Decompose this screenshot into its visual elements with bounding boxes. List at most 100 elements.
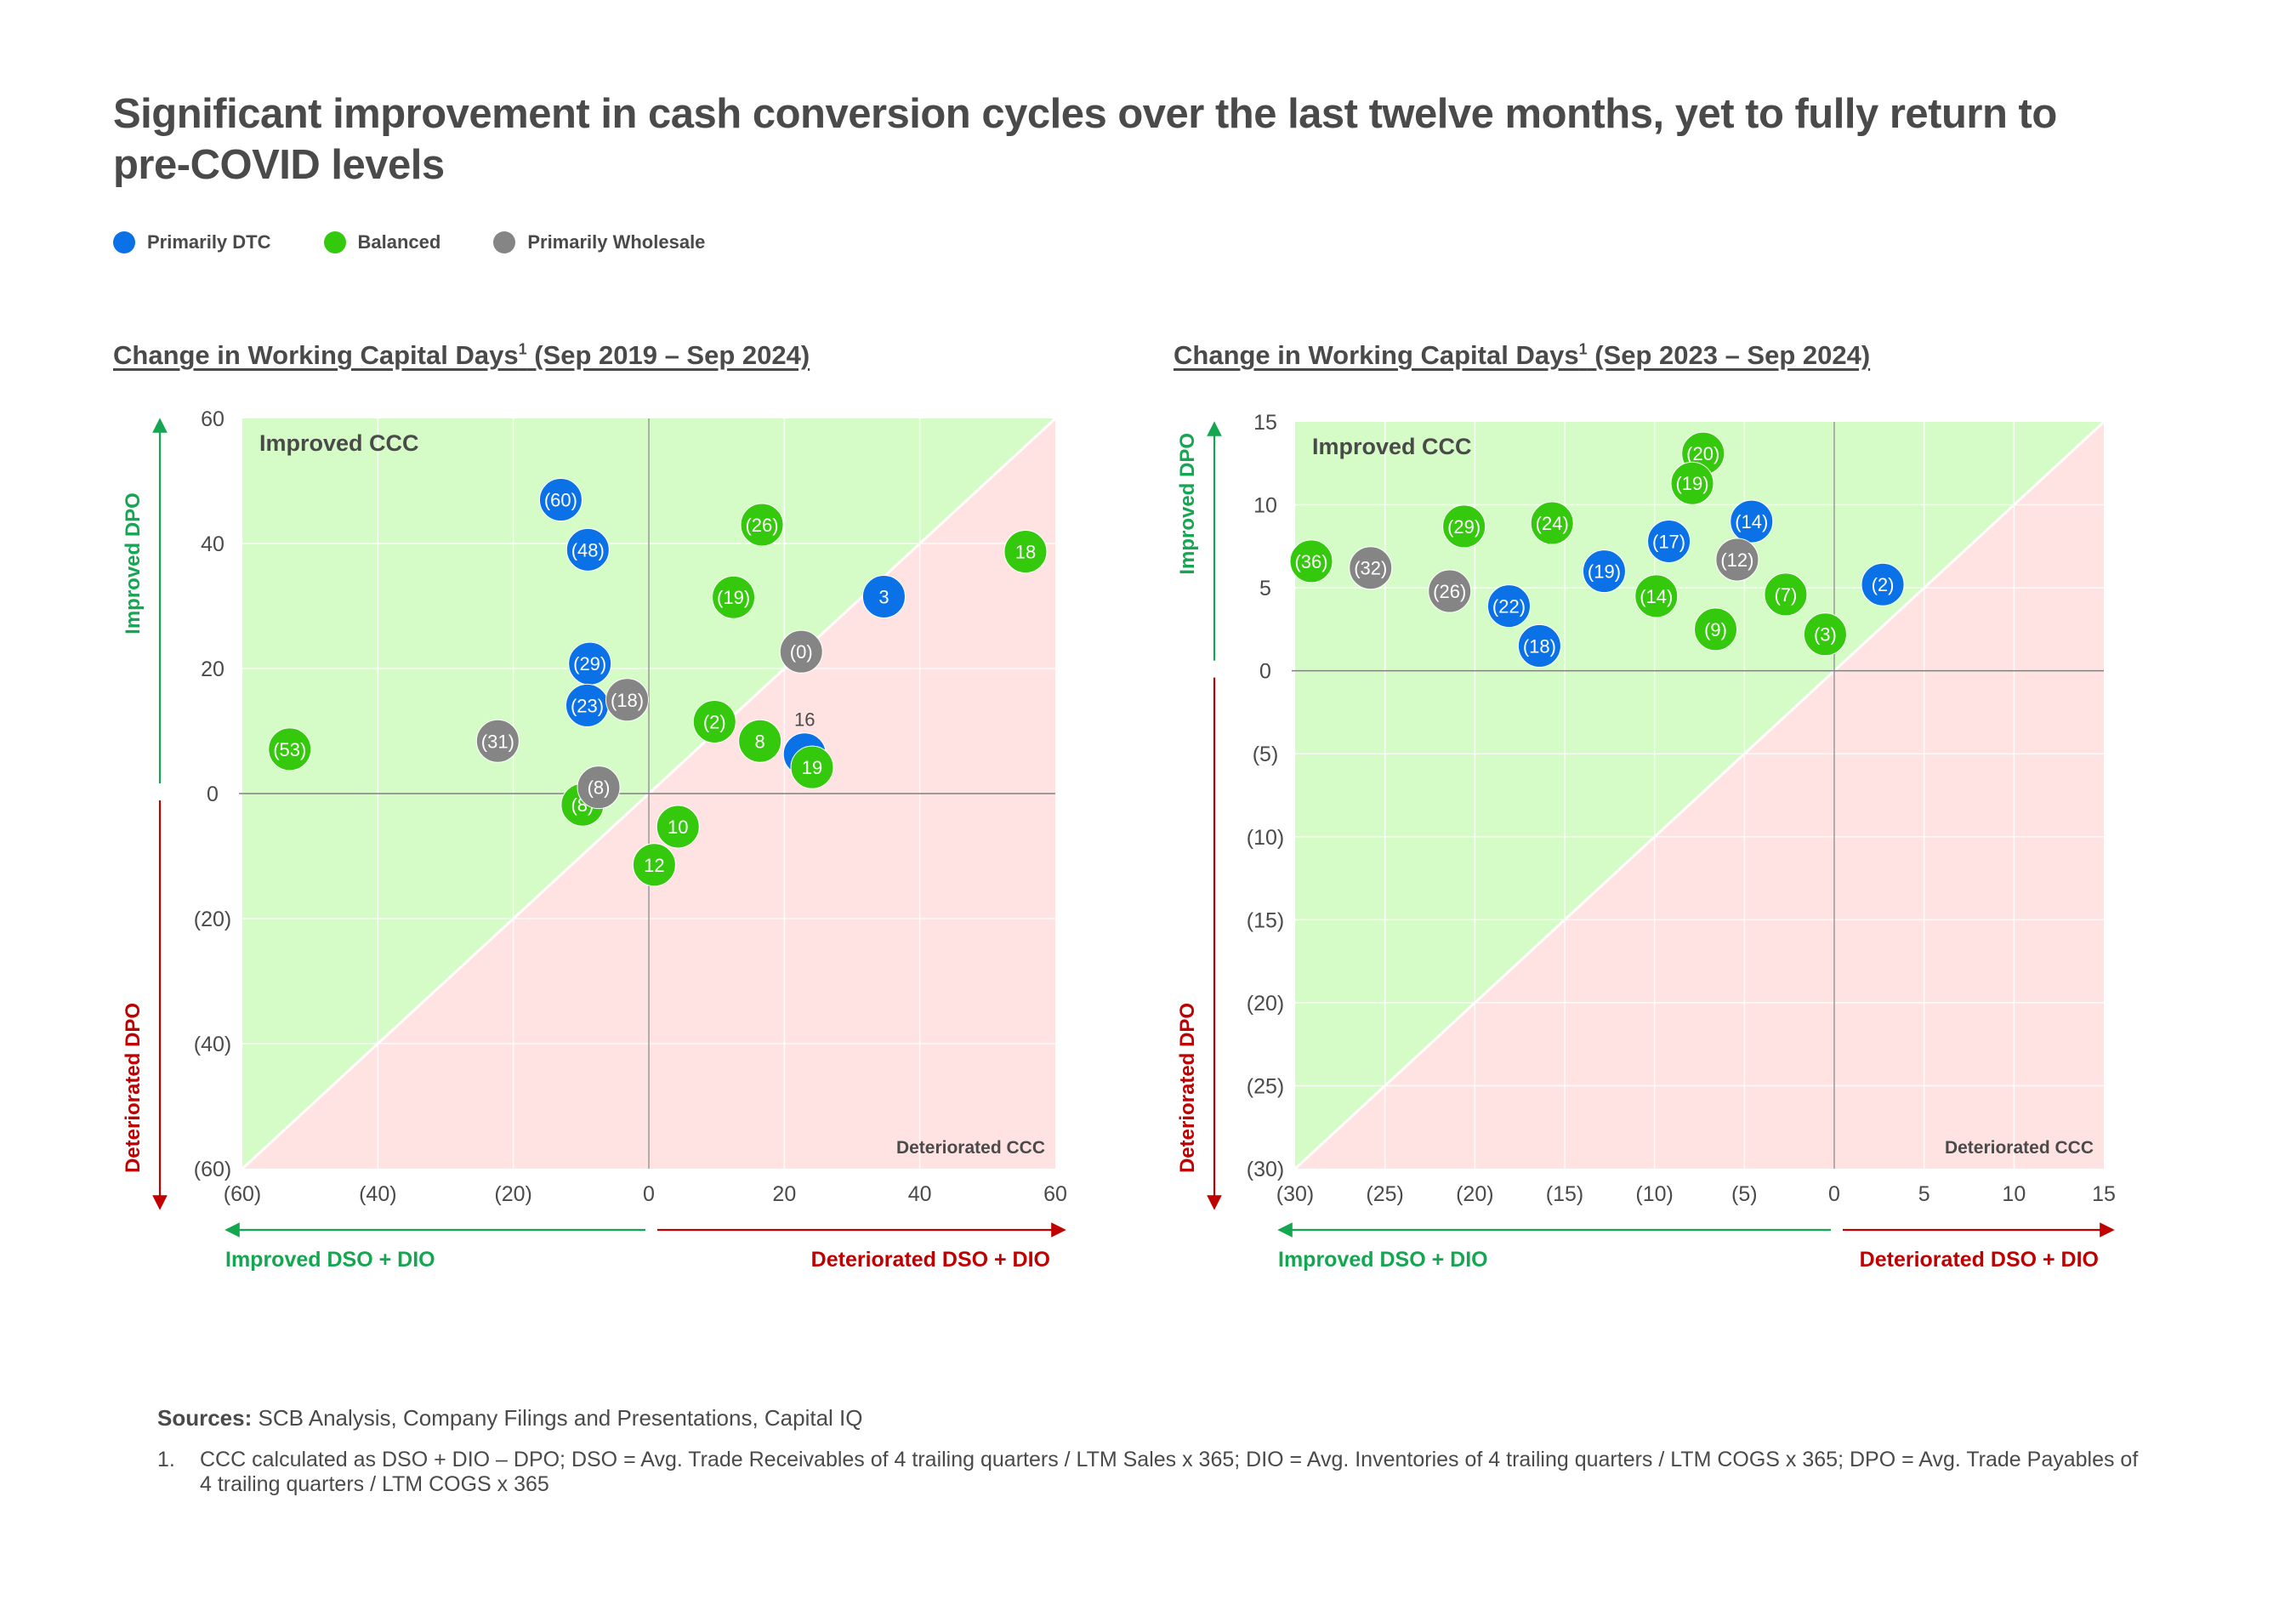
data-point: (19) — [1582, 549, 1626, 594]
footnote-number: 1. — [157, 1448, 175, 1471]
data-point-label: (9) — [1704, 619, 1727, 640]
legend-label: Balanced — [357, 231, 441, 253]
data-point: (29) — [568, 641, 612, 686]
data-point-label: (18) — [611, 690, 644, 711]
data-point: (14) — [1730, 499, 1774, 544]
x-tick-label: 60 — [1043, 1182, 1067, 1206]
y-tick-label: 0 — [207, 783, 219, 806]
data-point: 18 — [1003, 530, 1048, 574]
chart-title-main: Change in Working Capital Days — [113, 340, 519, 370]
x-tick-label: (20) — [494, 1182, 531, 1206]
data-point-label: 8 — [755, 731, 765, 752]
data-point-label: (19) — [717, 587, 750, 608]
data-point-label: 18 — [1015, 542, 1036, 563]
data-point-bubble-balanced — [656, 805, 700, 849]
data-point-label: (19) — [1675, 473, 1708, 494]
data-point-label: (17) — [1652, 531, 1685, 552]
data-point-bubble-balanced — [738, 719, 782, 763]
data-point: (7) — [1764, 572, 1808, 617]
data-point-label: (12) — [1720, 549, 1753, 571]
y-tick-label: (15) — [1247, 908, 1284, 932]
y-tick-label: 0 — [1259, 660, 1271, 684]
data-point: (19) — [1670, 461, 1714, 505]
data-point: (29) — [1442, 504, 1486, 549]
x-tick-label: (5) — [1731, 1182, 1758, 1206]
data-point-bubble-wholesale — [1715, 538, 1759, 582]
x-axis-label-deteriorated: Deteriorated DSO + DIO — [811, 1248, 1050, 1272]
data-point: (14) — [1634, 574, 1679, 618]
x-tick-label: 0 — [643, 1182, 655, 1206]
data-point-label: (31) — [481, 731, 514, 752]
data-point-bubble-balanced — [632, 843, 676, 887]
x-tick-label: (25) — [1366, 1182, 1403, 1206]
data-point: (26) — [1428, 569, 1472, 613]
legend-label: Primarily Wholesale — [527, 231, 706, 253]
data-point: (17) — [1647, 519, 1691, 563]
data-point: (24) — [1530, 501, 1574, 545]
data-point-label: (26) — [745, 515, 778, 536]
data-point-bubble-wholesale — [475, 719, 520, 763]
data-point-bubble-wholesale — [605, 678, 650, 722]
x-tick-label: (20) — [1456, 1182, 1493, 1206]
legend-dot-wholesale — [493, 231, 516, 253]
data-point: (36) — [1289, 539, 1333, 583]
sources: Sources: SCB Analysis, Company Filings a… — [157, 1405, 863, 1431]
data-point: (2) — [1861, 562, 1905, 606]
x-tick-label: (60) — [224, 1182, 261, 1206]
legend-dot-dtc — [113, 231, 135, 253]
sources-text: SCB Analysis, Company Filings and Presen… — [252, 1405, 863, 1431]
x-tick-label: 15 — [2092, 1182, 2116, 1206]
legend-item-dtc: Primarily DTC — [113, 231, 271, 253]
x-tick-label: (40) — [359, 1182, 396, 1206]
legend-dot-balanced — [323, 231, 346, 253]
data-point: 12 — [632, 843, 676, 887]
footnote-ref: 1 — [518, 340, 527, 358]
data-point: (31) — [475, 719, 520, 763]
region-label-deteriorated: Deteriorated CCC — [1945, 1138, 2094, 1158]
region-label-improved: Improved CCC — [1312, 434, 1472, 459]
footnote-text: CCC calculated as DSO + DIO – DPO; DSO =… — [200, 1448, 2139, 1496]
data-point-bubble-balanced — [712, 575, 756, 619]
chart-left: Improved CCC Deteriorated CCC (60) (40) (20)… — [122, 407, 1067, 1272]
data-point-bubble-balanced — [740, 503, 784, 547]
x-axis-label-improved: Improved DSO + DIO — [225, 1248, 435, 1272]
data-point-bubble-dtc — [1647, 519, 1691, 563]
page-title: Significant improvement in cash conversi… — [113, 91, 2057, 188]
y-axis-label-deteriorated: Deteriorated DPO — [1176, 1003, 1199, 1173]
data-point-label: (18) — [1523, 635, 1556, 657]
region-label-improved: Improved CCC — [259, 430, 419, 456]
ccc-neutral-diagonal — [1293, 420, 2106, 1170]
data-point-bubble-balanced — [1764, 572, 1808, 617]
x-tick-label: 40 — [908, 1182, 932, 1206]
data-point-bubble-balanced — [1003, 530, 1048, 574]
y-tick-label: (20) — [1247, 992, 1284, 1016]
data-point-label: 12 — [644, 855, 664, 876]
y-tick-label: (30) — [1247, 1158, 1284, 1181]
data-point-label: (2) — [1872, 574, 1895, 595]
x-tick-label: (15) — [1546, 1182, 1583, 1206]
y-axis-label-improved: Improved DPO — [122, 492, 145, 635]
legend: Primarily DTC Balanced Primarily Wholesa… — [113, 231, 758, 253]
data-point-bubble-dtc — [1582, 549, 1626, 594]
data-point-label: (14) — [1640, 586, 1673, 607]
chart-title-right: Change in Working Capital Days1 (Sep 202… — [1174, 340, 1870, 371]
data-point-label: (36) — [1294, 551, 1327, 572]
data-point: 10 — [656, 805, 700, 849]
data-point-bubble-dtc — [1861, 562, 1905, 606]
data-point-label: (8) — [588, 777, 611, 799]
data-point-label: (20) — [1686, 443, 1719, 464]
y-tick-label: (20) — [194, 908, 231, 931]
x-axis-label-deteriorated: Deteriorated DSO + DIO — [1860, 1248, 2099, 1272]
data-point-bubble-wholesale — [577, 766, 621, 810]
data-point: (48) — [565, 527, 610, 572]
data-point-bubble-balanced — [1634, 574, 1679, 618]
data-point: 3 — [861, 574, 906, 618]
data-point: 8 — [738, 719, 782, 763]
data-point-bubble-balanced — [1694, 607, 1738, 652]
y-tick-label: 5 — [1259, 577, 1271, 600]
data-point-bubble-balanced — [692, 699, 736, 743]
data-point-label: (19) — [1588, 561, 1621, 583]
data-point-label: 3 — [878, 586, 889, 607]
y-tick-label: (5) — [1253, 743, 1279, 766]
data-point-label: (24) — [1536, 513, 1569, 534]
